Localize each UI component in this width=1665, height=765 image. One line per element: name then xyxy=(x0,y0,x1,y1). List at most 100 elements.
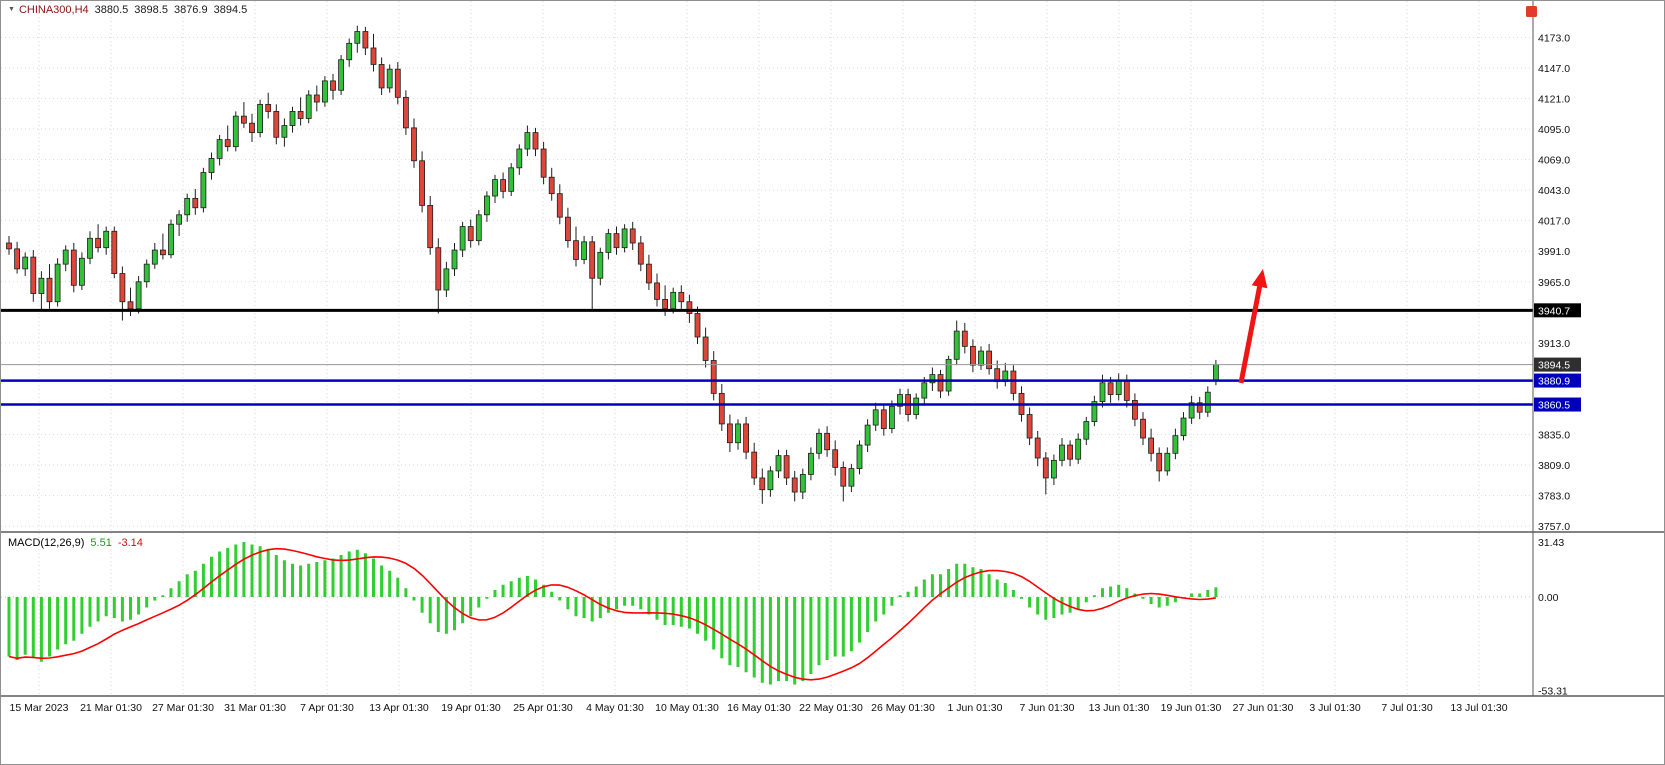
macd-tick-label[interactable]: 31.43 xyxy=(1538,537,1564,549)
price-tick-label[interactable]: 3965.0 xyxy=(1538,277,1570,289)
candle-body[interactable] xyxy=(1115,380,1122,395)
candle-body[interactable] xyxy=(532,132,539,150)
candle-body[interactable] xyxy=(38,277,45,294)
price-axis[interactable]: 4173.0 4147.0 4121.0 4095.0 4069.0 4043.0 4017… xyxy=(1538,32,1570,533)
time-label[interactable]: 21 Mar 01:30 xyxy=(80,702,142,714)
candle-body[interactable] xyxy=(1123,380,1130,401)
candle-body[interactable] xyxy=(475,214,482,242)
candle-body[interactable] xyxy=(103,230,110,249)
time-label[interactable]: 15 Mar 2023 xyxy=(10,702,69,714)
candle-body[interactable] xyxy=(354,31,361,44)
candle-body[interactable] xyxy=(362,31,369,49)
candle-body[interactable] xyxy=(427,205,434,249)
time-label[interactable]: 22 May 01:30 xyxy=(799,702,863,714)
time-label[interactable]: 19 Apr 01:30 xyxy=(441,702,501,714)
candle-body[interactable] xyxy=(6,242,12,250)
candle-body[interactable] xyxy=(208,158,215,173)
time-label[interactable]: 26 May 01:30 xyxy=(871,702,935,714)
candle-body[interactable] xyxy=(30,256,37,294)
candle-body[interactable] xyxy=(978,350,984,366)
candle-body[interactable] xyxy=(411,127,417,162)
price-badge[interactable] xyxy=(1534,397,1581,412)
candle-body[interactable] xyxy=(702,336,709,361)
time-label[interactable]: 27 Jun 01:30 xyxy=(1233,702,1294,714)
candle-body[interactable] xyxy=(751,451,758,479)
candle-body[interactable] xyxy=(1091,401,1098,422)
candle-body[interactable] xyxy=(589,241,596,279)
candle-body[interactable] xyxy=(402,96,409,129)
time-label[interactable]: 27 Mar 01:30 xyxy=(152,702,214,714)
candle-body[interactable] xyxy=(338,59,345,91)
candle-body[interactable] xyxy=(1083,421,1090,440)
candle-body[interactable] xyxy=(1075,438,1082,460)
candle-body[interactable] xyxy=(799,474,806,493)
candle-body[interactable] xyxy=(937,374,944,392)
candle-body[interactable] xyxy=(127,301,134,310)
candle-body[interactable] xyxy=(459,226,466,251)
price-tick-label[interactable]: 3991.0 xyxy=(1538,246,1570,258)
time-label[interactable]: 19 Jun 01:30 xyxy=(1161,702,1222,714)
candle-body[interactable] xyxy=(483,195,490,216)
candle-body[interactable] xyxy=(370,47,377,65)
time-label[interactable]: 13 Jun 01:30 xyxy=(1089,702,1150,714)
candle-body[interactable] xyxy=(216,139,223,159)
candle-body[interactable] xyxy=(662,298,668,310)
candle-body[interactable] xyxy=(872,409,879,426)
candle-body[interactable] xyxy=(1034,437,1041,459)
time-label[interactable]: 7 Apr 01:30 xyxy=(300,702,354,714)
candle-body[interactable] xyxy=(759,477,766,491)
candle-body[interactable] xyxy=(451,249,458,270)
candle-body[interactable] xyxy=(581,241,587,260)
candle-body[interactable] xyxy=(151,249,158,265)
price-tick-label[interactable]: 4147.0 xyxy=(1538,63,1570,75)
dropdown-arrow-icon[interactable]: ▼ xyxy=(8,6,15,14)
candle-body[interactable] xyxy=(500,179,507,192)
time-axis[interactable]: 15 Mar 2023 21 Mar 01:30 27 Mar 01:30 31 Ma… xyxy=(10,702,1508,714)
time-label[interactable]: 25 Apr 01:30 xyxy=(513,702,573,714)
candle-body[interactable] xyxy=(419,160,426,206)
time-label[interactable]: 10 May 01:30 xyxy=(655,702,719,714)
candle-body[interactable] xyxy=(824,432,830,451)
candle-body[interactable] xyxy=(686,301,693,314)
candle-body[interactable] xyxy=(467,226,474,242)
arrow-annotation[interactable] xyxy=(1238,269,1268,384)
candle-body[interactable] xyxy=(727,423,733,444)
candle-body[interactable] xyxy=(970,345,976,366)
candle-body[interactable] xyxy=(1156,452,1163,472)
candle-body[interactable] xyxy=(1204,391,1211,413)
time-label[interactable]: 1 Jun 01:30 xyxy=(948,702,1003,714)
candle-body[interactable] xyxy=(791,477,798,493)
candle-body[interactable] xyxy=(1188,402,1195,419)
candle-body[interactable] xyxy=(386,68,393,89)
candle-body[interactable] xyxy=(637,242,644,265)
candle-body[interactable] xyxy=(297,111,304,119)
candle-body[interactable] xyxy=(889,405,895,430)
price-level-badges[interactable]: 3940.7 3894.5 3880.9 3860.5 xyxy=(1534,303,1581,412)
candle-body[interactable] xyxy=(46,277,53,303)
price-tick-label[interactable]: 4095.0 xyxy=(1538,124,1570,136)
time-label[interactable]: 4 May 01:30 xyxy=(586,702,644,714)
candle-body[interactable] xyxy=(743,423,749,453)
time-label[interactable]: 16 May 01:30 xyxy=(727,702,791,714)
candle-body[interactable] xyxy=(783,455,790,479)
time-label[interactable]: 13 Jul 01:30 xyxy=(1450,702,1507,714)
candle-body[interactable] xyxy=(1164,452,1171,472)
candle-body[interactable] xyxy=(111,230,118,274)
candle-body[interactable] xyxy=(22,256,29,270)
candle-body[interactable] xyxy=(540,148,547,178)
candle-body[interactable] xyxy=(613,233,620,249)
candle-body[interactable] xyxy=(556,193,563,218)
candle-body[interactable] xyxy=(629,228,636,244)
candle-body[interactable] xyxy=(848,468,855,487)
candle-body[interactable] xyxy=(1099,382,1106,402)
candle-body[interactable] xyxy=(1196,402,1203,413)
candle-body[interactable] xyxy=(54,263,61,303)
candle-body[interactable] xyxy=(1180,417,1187,437)
candle-body[interactable] xyxy=(281,125,288,138)
candle-body[interactable] xyxy=(1140,418,1146,439)
candle-body[interactable] xyxy=(508,167,515,192)
candle-body[interactable] xyxy=(313,94,320,103)
candle-body[interactable] xyxy=(921,382,928,399)
candle-body[interactable] xyxy=(435,247,442,291)
